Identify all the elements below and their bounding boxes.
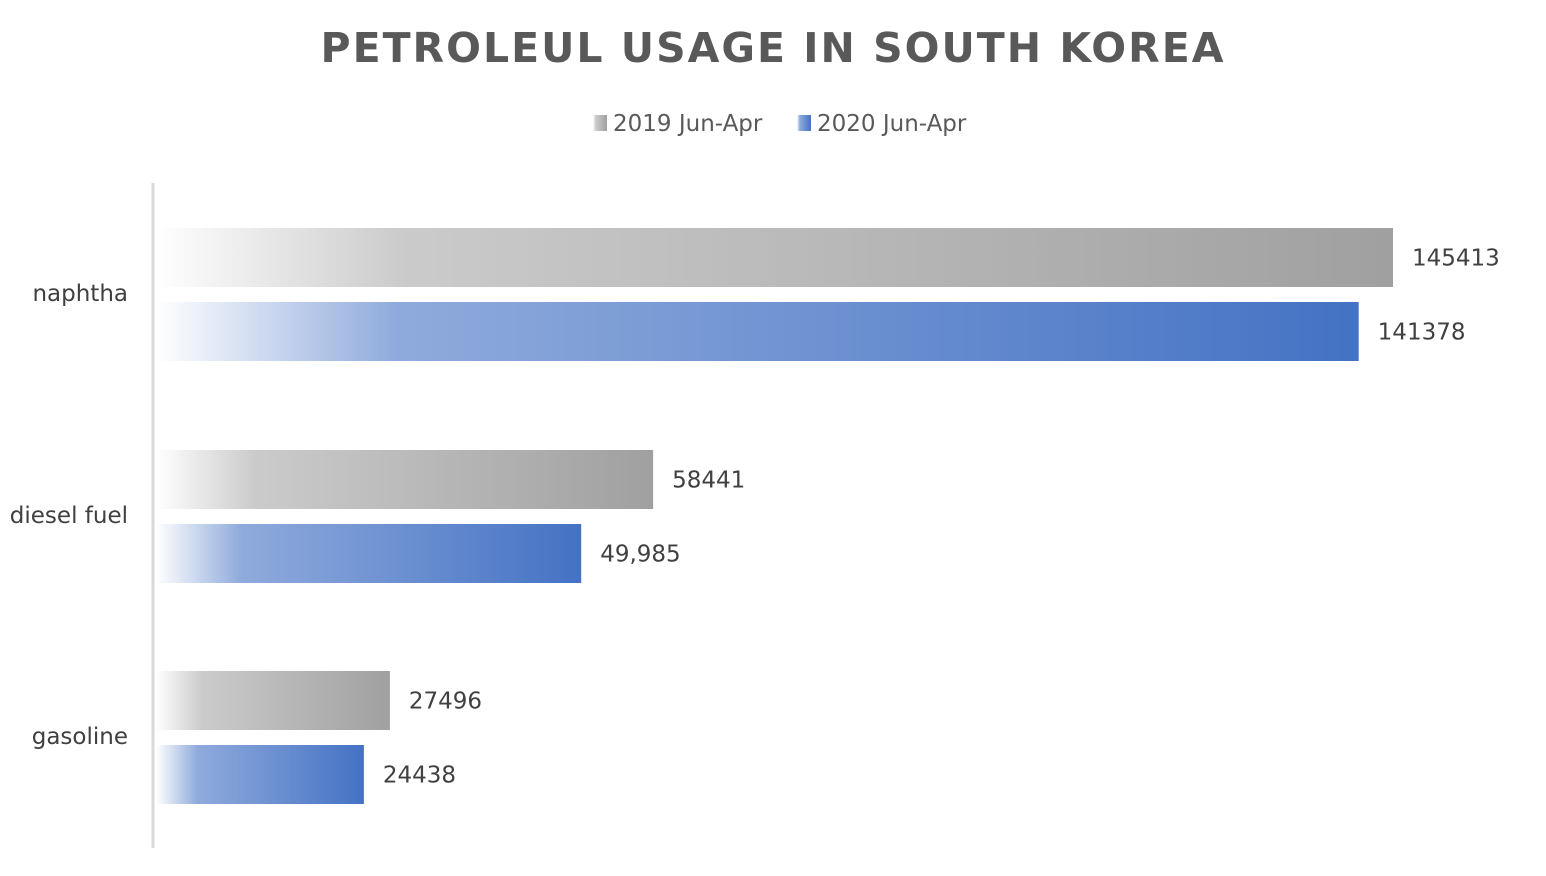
value-label-naphtha-2019-jun-apr: 145413 bbox=[1412, 246, 1500, 272]
bar-gasoline-2020-jun-apr bbox=[156, 745, 364, 804]
value-label-naphtha-2020-jun-apr: 141378 bbox=[1378, 320, 1466, 346]
category-label-gasoline: gasoline bbox=[32, 724, 128, 750]
bars bbox=[156, 228, 1393, 804]
value-label-diesel-fuel-2019-jun-apr: 58441 bbox=[672, 468, 745, 494]
legend-swatch-2019 bbox=[593, 115, 607, 131]
category-label-diesel-fuel: diesel fuel bbox=[10, 503, 128, 529]
chart-title: PETROLEUL USAGE IN SOUTH KOREA bbox=[321, 24, 1226, 72]
value-label-gasoline-2020-jun-apr: 24438 bbox=[383, 763, 456, 789]
value-label-diesel-fuel-2020-jun-apr: 49,985 bbox=[600, 542, 680, 568]
legend: 2019 Jun-Apr 2020 Jun-Apr bbox=[593, 111, 967, 137]
legend-label-2020: 2020 Jun-Apr bbox=[817, 111, 967, 137]
bar-diesel-fuel-2020-jun-apr bbox=[156, 524, 582, 583]
bar-diesel-fuel-2019-jun-apr bbox=[156, 450, 654, 509]
legend-swatch-2020 bbox=[797, 115, 811, 131]
value-label-gasoline-2019-jun-apr: 27496 bbox=[409, 689, 482, 715]
bar-naphtha-2020-jun-apr bbox=[156, 302, 1359, 361]
value-labels: 145413 141378 58441 49,985 27496 24438 bbox=[383, 246, 1500, 789]
bar-gasoline-2019-jun-apr bbox=[156, 671, 390, 730]
category-label-naphtha: naphtha bbox=[32, 281, 128, 307]
bar-naphtha-2019-jun-apr bbox=[156, 228, 1393, 287]
legend-label-2019: 2019 Jun-Apr bbox=[613, 111, 763, 137]
category-labels: naphtha diesel fuel gasoline bbox=[10, 281, 128, 750]
